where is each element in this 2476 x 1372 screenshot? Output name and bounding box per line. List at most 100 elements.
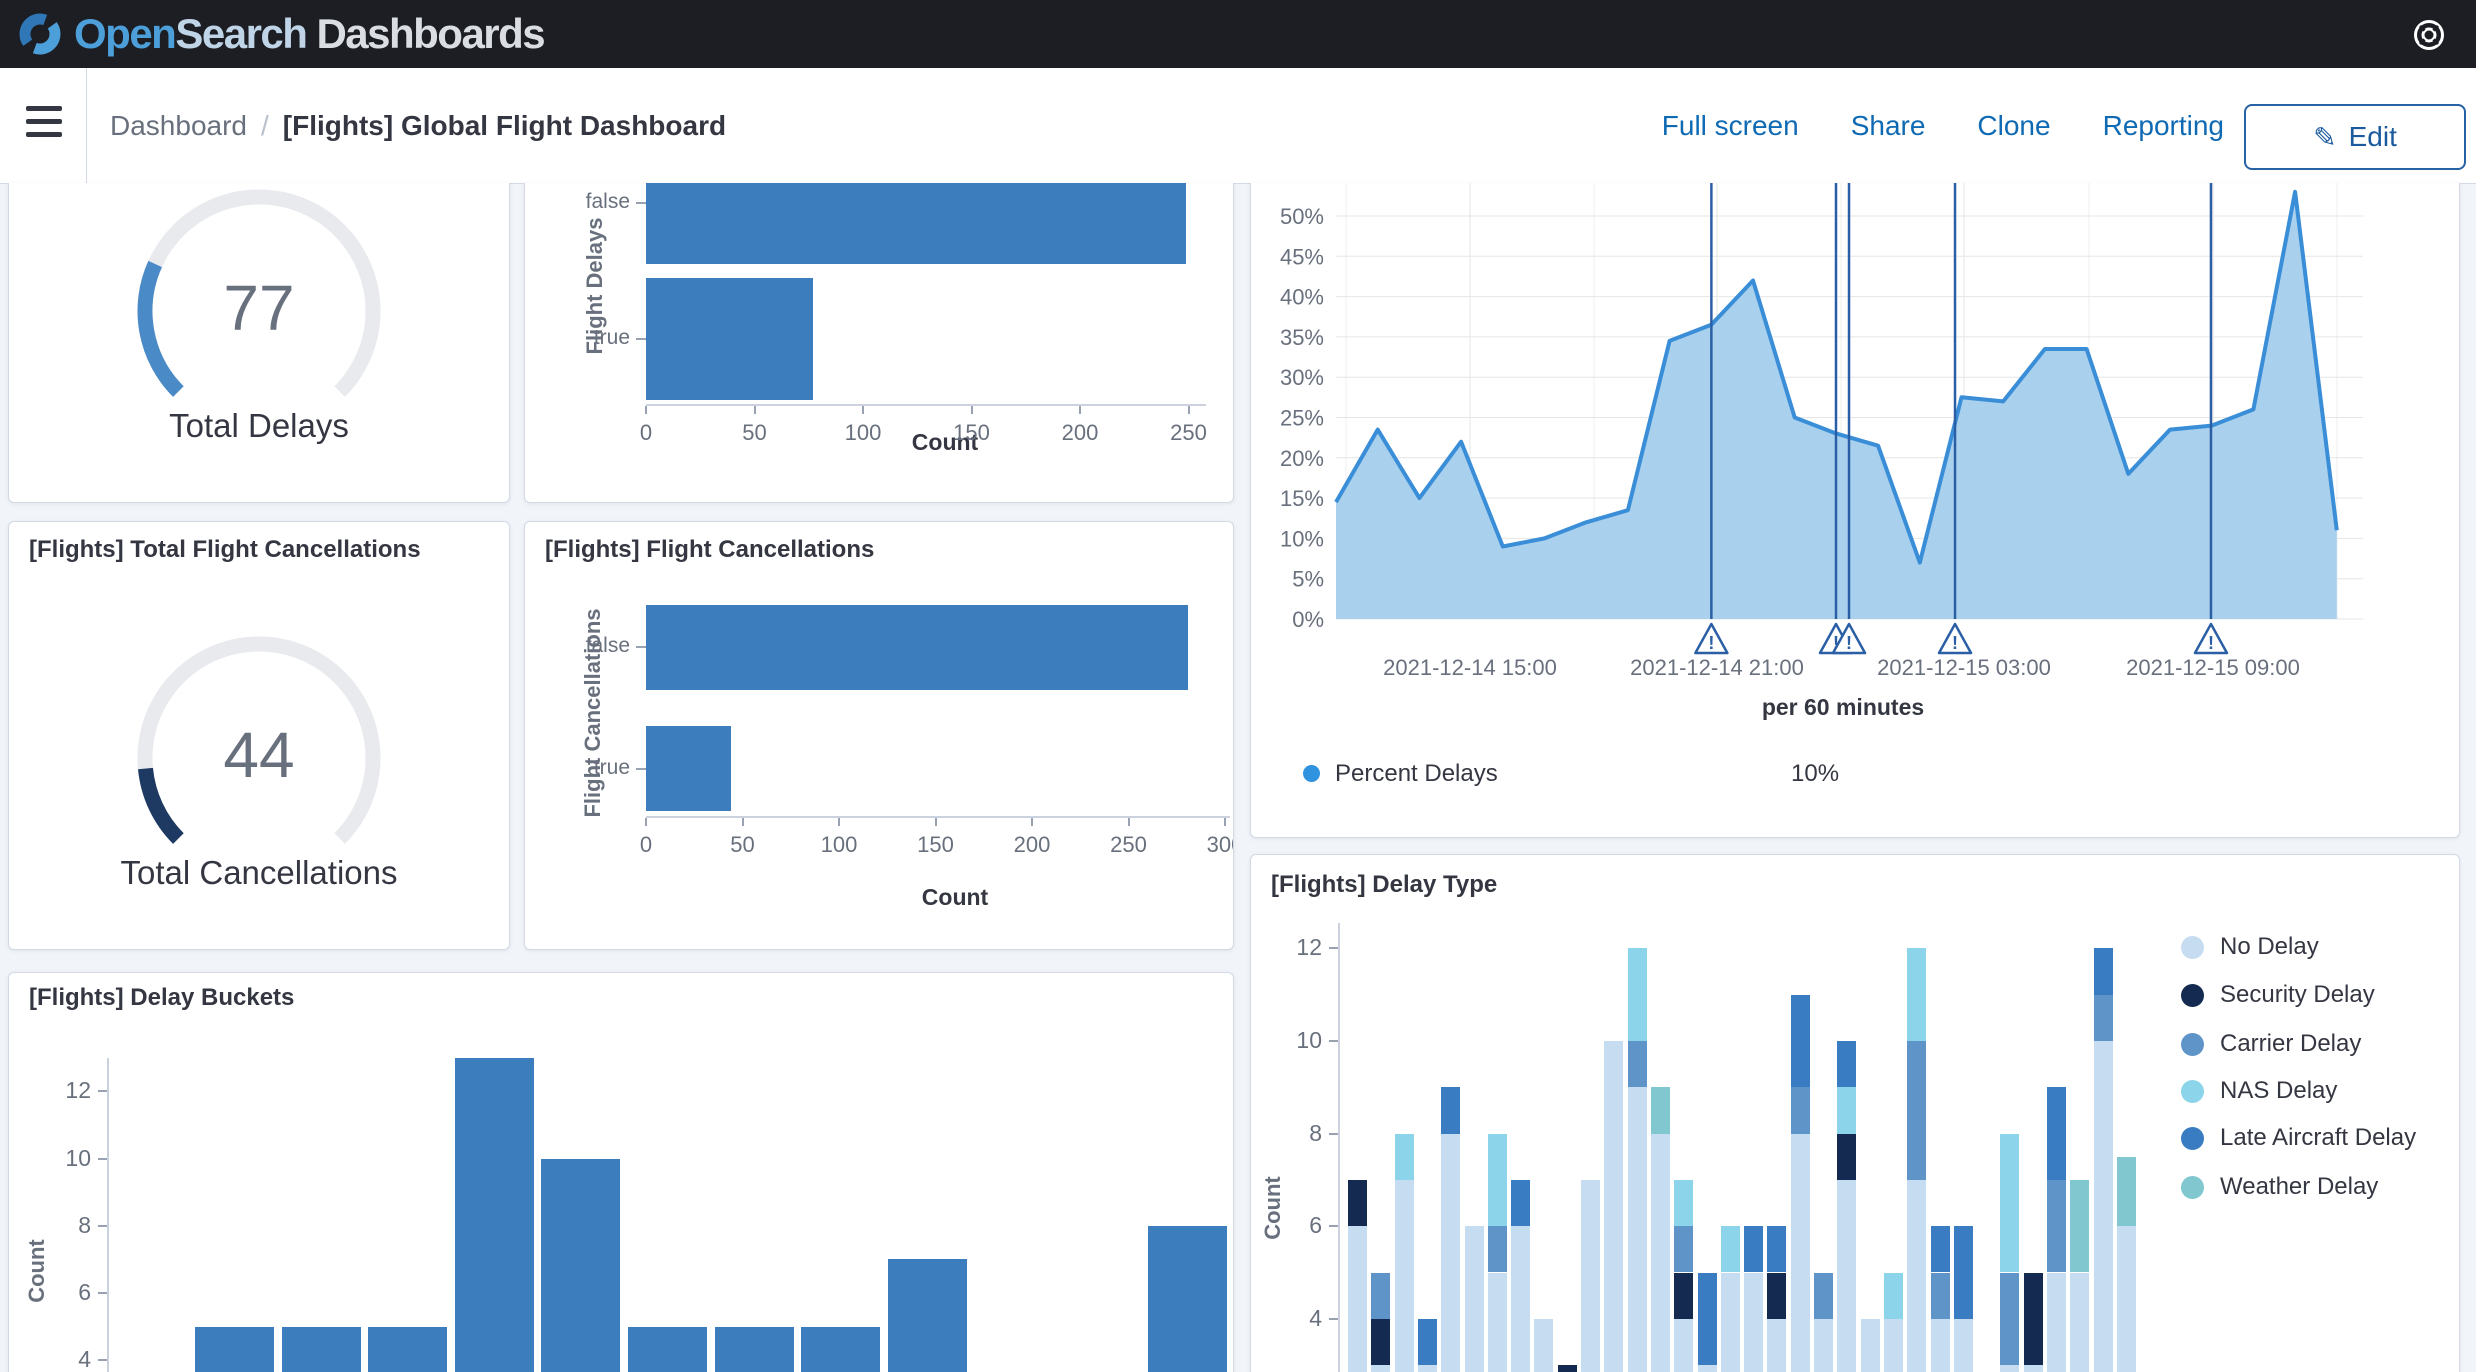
stacked-bar-segment[interactable] [1558, 1365, 1577, 1372]
stacked-bar-segment[interactable] [1698, 1365, 1717, 1372]
annotation-warning-icon[interactable] [2193, 622, 2229, 655]
stacked-bar-segment[interactable] [1371, 1272, 1390, 1319]
legend-item[interactable]: Security Delay [2181, 981, 2375, 1009]
stacked-bar-segment[interactable] [1767, 1318, 1786, 1372]
stacked-bar-segment[interactable] [2117, 1156, 2136, 1227]
stacked-bar-segment[interactable] [2024, 1272, 2043, 1366]
stacked-bar-segment[interactable] [1931, 1318, 1950, 1372]
stacked-bar-segment[interactable] [1931, 1272, 1950, 1319]
stacked-bar-segment[interactable] [2047, 1272, 2066, 1372]
stacked-bar-segment[interactable] [1861, 1318, 1880, 1372]
bar[interactable] [195, 1327, 274, 1372]
annotation-warning-icon[interactable] [1831, 622, 1867, 655]
full-screen-button[interactable]: Full screen [1661, 109, 1799, 141]
stacked-bar-segment[interactable] [1371, 1318, 1390, 1366]
legend-item[interactable]: Weather Delay [2181, 1173, 2378, 1201]
stacked-bar-segment[interactable] [1348, 1226, 1367, 1372]
stacked-bar-segment[interactable] [1674, 1179, 1693, 1227]
stacked-bar-segment[interactable] [1604, 1041, 1623, 1372]
stacked-bar-segment[interactable] [1628, 1087, 1647, 1372]
stacked-bar-segment[interactable] [1488, 1133, 1507, 1227]
legend-item[interactable]: No Delay [2181, 933, 2319, 961]
stacked-bar-segment[interactable] [1744, 1272, 1763, 1372]
stacked-bar-segment[interactable] [1674, 1226, 1693, 1273]
bar[interactable] [1148, 1226, 1227, 1372]
percent-delays-legend-label[interactable]: Percent Delays [1335, 760, 1498, 787]
stacked-bar-segment[interactable] [2094, 1041, 2113, 1372]
stacked-bar-segment[interactable] [2000, 1272, 2019, 1366]
stacked-bar-segment[interactable] [1907, 1179, 1926, 1372]
stacked-bar-segment[interactable] [1954, 1318, 1973, 1372]
legend-item[interactable]: NAS Delay [2181, 1077, 2337, 1105]
stacked-bar-segment[interactable] [1767, 1272, 1786, 1319]
stacked-bar-segment[interactable] [1628, 1041, 1647, 1088]
menu-icon[interactable] [26, 106, 62, 144]
stacked-bar-segment[interactable] [1907, 948, 1926, 1041]
bar[interactable] [368, 1327, 447, 1372]
clone-button[interactable]: Clone [1977, 109, 2051, 141]
stacked-bar-segment[interactable] [1837, 1179, 1856, 1372]
stacked-bar-segment[interactable] [1721, 1226, 1740, 1273]
stacked-bar-segment[interactable] [1791, 1087, 1810, 1134]
stacked-bar-segment[interactable] [1674, 1318, 1693, 1372]
stacked-bar-segment[interactable] [2000, 1365, 2019, 1372]
legend-item[interactable]: Carrier Delay [2181, 1030, 2361, 1058]
stacked-bar-segment[interactable] [1441, 1087, 1460, 1134]
stacked-bar-segment[interactable] [1791, 1133, 1810, 1372]
stacked-bar-segment[interactable] [1628, 948, 1647, 1041]
stacked-bar-segment[interactable] [1418, 1365, 1437, 1372]
edit-button[interactable]: ✎ Edit [2244, 104, 2466, 170]
stacked-bar-segment[interactable] [1441, 1133, 1460, 1372]
help-icon[interactable] [2410, 16, 2448, 54]
stacked-bar-segment[interactable] [1698, 1272, 1717, 1366]
stacked-bar-segment[interactable] [2094, 994, 2113, 1041]
stacked-bar-segment[interactable] [1767, 1226, 1786, 1273]
reporting-button[interactable]: Reporting [2102, 109, 2224, 141]
legend-item[interactable]: Late Aircraft Delay [2181, 1124, 2416, 1152]
stacked-bar-segment[interactable] [1931, 1226, 1950, 1273]
stacked-bar-segment[interactable] [2094, 948, 2113, 995]
bar[interactable] [455, 1058, 534, 1372]
bar[interactable] [646, 278, 813, 400]
stacked-bar-segment[interactable] [2117, 1226, 2136, 1372]
stacked-bar-segment[interactable] [1488, 1272, 1507, 1372]
threshold-legend-label[interactable]: 10% [1791, 760, 1840, 787]
stacked-bar-segment[interactable] [1511, 1226, 1530, 1372]
annotation-warning-icon[interactable] [1694, 622, 1729, 655]
stacked-bar-segment[interactable] [1371, 1365, 1390, 1372]
stacked-bar-segment[interactable] [1395, 1179, 1414, 1372]
stacked-bar-segment[interactable] [1954, 1226, 1973, 1319]
opensearch-logo[interactable]: OpenSearch Dashboards [16, 8, 546, 60]
stacked-bar-segment[interactable] [1884, 1272, 1903, 1319]
breadcrumb-dashboard-link[interactable]: Dashboard [110, 109, 247, 141]
bar[interactable] [646, 726, 731, 811]
stacked-bar-segment[interactable] [1651, 1087, 1670, 1134]
stacked-bar-segment[interactable] [1744, 1226, 1763, 1273]
stacked-bar-segment[interactable] [1395, 1133, 1414, 1180]
stacked-bar-segment[interactable] [1418, 1318, 1437, 1366]
stacked-bar-segment[interactable] [1674, 1272, 1693, 1319]
stacked-bar-segment[interactable] [1534, 1318, 1553, 1372]
stacked-bar-segment[interactable] [1511, 1179, 1530, 1227]
stacked-bar-segment[interactable] [1465, 1226, 1484, 1372]
bar[interactable] [715, 1327, 794, 1372]
annotation-warning-icon[interactable] [1937, 622, 1973, 655]
stacked-bar-segment[interactable] [1488, 1226, 1507, 1273]
bar[interactable] [282, 1327, 361, 1372]
stacked-bar-segment[interactable] [1651, 1133, 1670, 1372]
bar[interactable] [628, 1327, 707, 1372]
bar[interactable] [801, 1327, 880, 1372]
stacked-bar-segment[interactable] [1837, 1041, 1856, 1088]
stacked-bar-segment[interactable] [1814, 1318, 1833, 1372]
stacked-bar-segment[interactable] [1837, 1133, 1856, 1180]
bar[interactable] [646, 183, 1186, 264]
stacked-bar-segment[interactable] [2047, 1087, 2066, 1180]
bar[interactable] [646, 605, 1188, 690]
stacked-bar-segment[interactable] [1814, 1272, 1833, 1319]
share-button[interactable]: Share [1850, 109, 1926, 141]
stacked-bar-segment[interactable] [1348, 1179, 1367, 1227]
area-fill[interactable] [1336, 191, 2337, 620]
stacked-bar-segment[interactable] [2070, 1179, 2089, 1273]
stacked-bar-segment[interactable] [1721, 1272, 1740, 1372]
stacked-bar-segment[interactable] [1791, 994, 1810, 1088]
